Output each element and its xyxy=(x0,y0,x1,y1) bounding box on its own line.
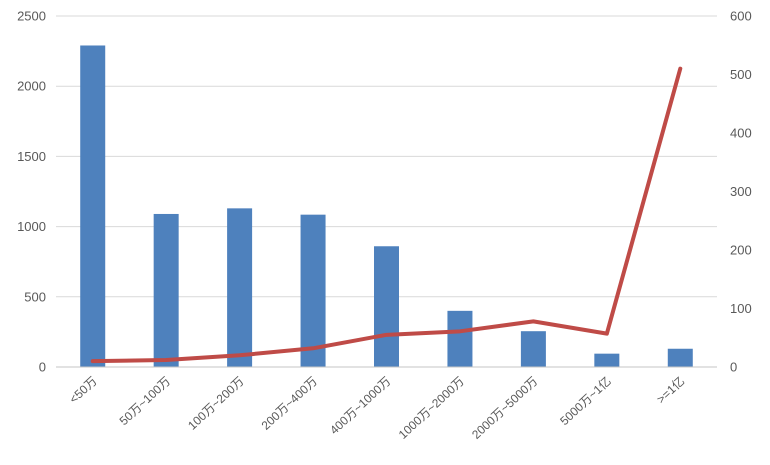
bar xyxy=(447,310,473,367)
x-axis-category-label: 1000万~2000万 xyxy=(396,374,467,442)
bar xyxy=(300,214,326,367)
bar xyxy=(594,353,620,367)
right-axis-tick-label: 0 xyxy=(730,360,737,375)
bar xyxy=(80,45,106,367)
left-axis-tick-label: 2000 xyxy=(17,79,46,94)
left-axis-tick-label: 500 xyxy=(24,289,46,304)
right-axis-tick-label: 400 xyxy=(730,126,752,141)
right-axis-labels: 0 100 200 300 400 500 600 xyxy=(730,9,752,375)
left-axis-labels: 0 500 1000 1500 2000 2500 xyxy=(17,9,46,375)
line-series xyxy=(90,66,683,364)
right-axis-tick-label: 100 xyxy=(730,301,752,316)
left-axis-tick-label: 0 xyxy=(39,360,46,375)
x-axis-category-label: 200万~400万 xyxy=(259,374,321,433)
x-axis-labels: <50万 50万~100万 100万~200万 200万~400万 400万~1000万… xyxy=(67,373,688,442)
bar xyxy=(520,331,546,367)
right-axis-tick-label: 300 xyxy=(730,184,752,199)
bar-series xyxy=(80,45,693,367)
x-axis-category-label: >=1亿 xyxy=(653,373,687,406)
right-axis-tick-label: 200 xyxy=(730,243,752,258)
x-axis-category-label: 400万~1000万 xyxy=(327,374,393,437)
x-axis-category-label: 100万~200万 xyxy=(185,374,247,433)
right-axis-tick-label: 500 xyxy=(730,67,752,82)
bar xyxy=(153,213,179,367)
x-axis-category-label: 50万~100万 xyxy=(117,374,174,428)
bar xyxy=(667,348,693,367)
bar xyxy=(227,208,253,367)
x-axis-category-label: 5000万~1亿 xyxy=(557,373,614,428)
bar xyxy=(374,246,399,367)
x-axis-category-label: 2000万~5000万 xyxy=(469,374,540,442)
left-axis-tick-label: 1000 xyxy=(17,219,46,234)
left-axis-tick-label: 2500 xyxy=(17,9,46,24)
right-axis-tick-label: 600 xyxy=(730,9,752,24)
left-axis-tick-label: 1500 xyxy=(17,149,46,164)
x-axis-category-label: <50万 xyxy=(67,374,100,406)
